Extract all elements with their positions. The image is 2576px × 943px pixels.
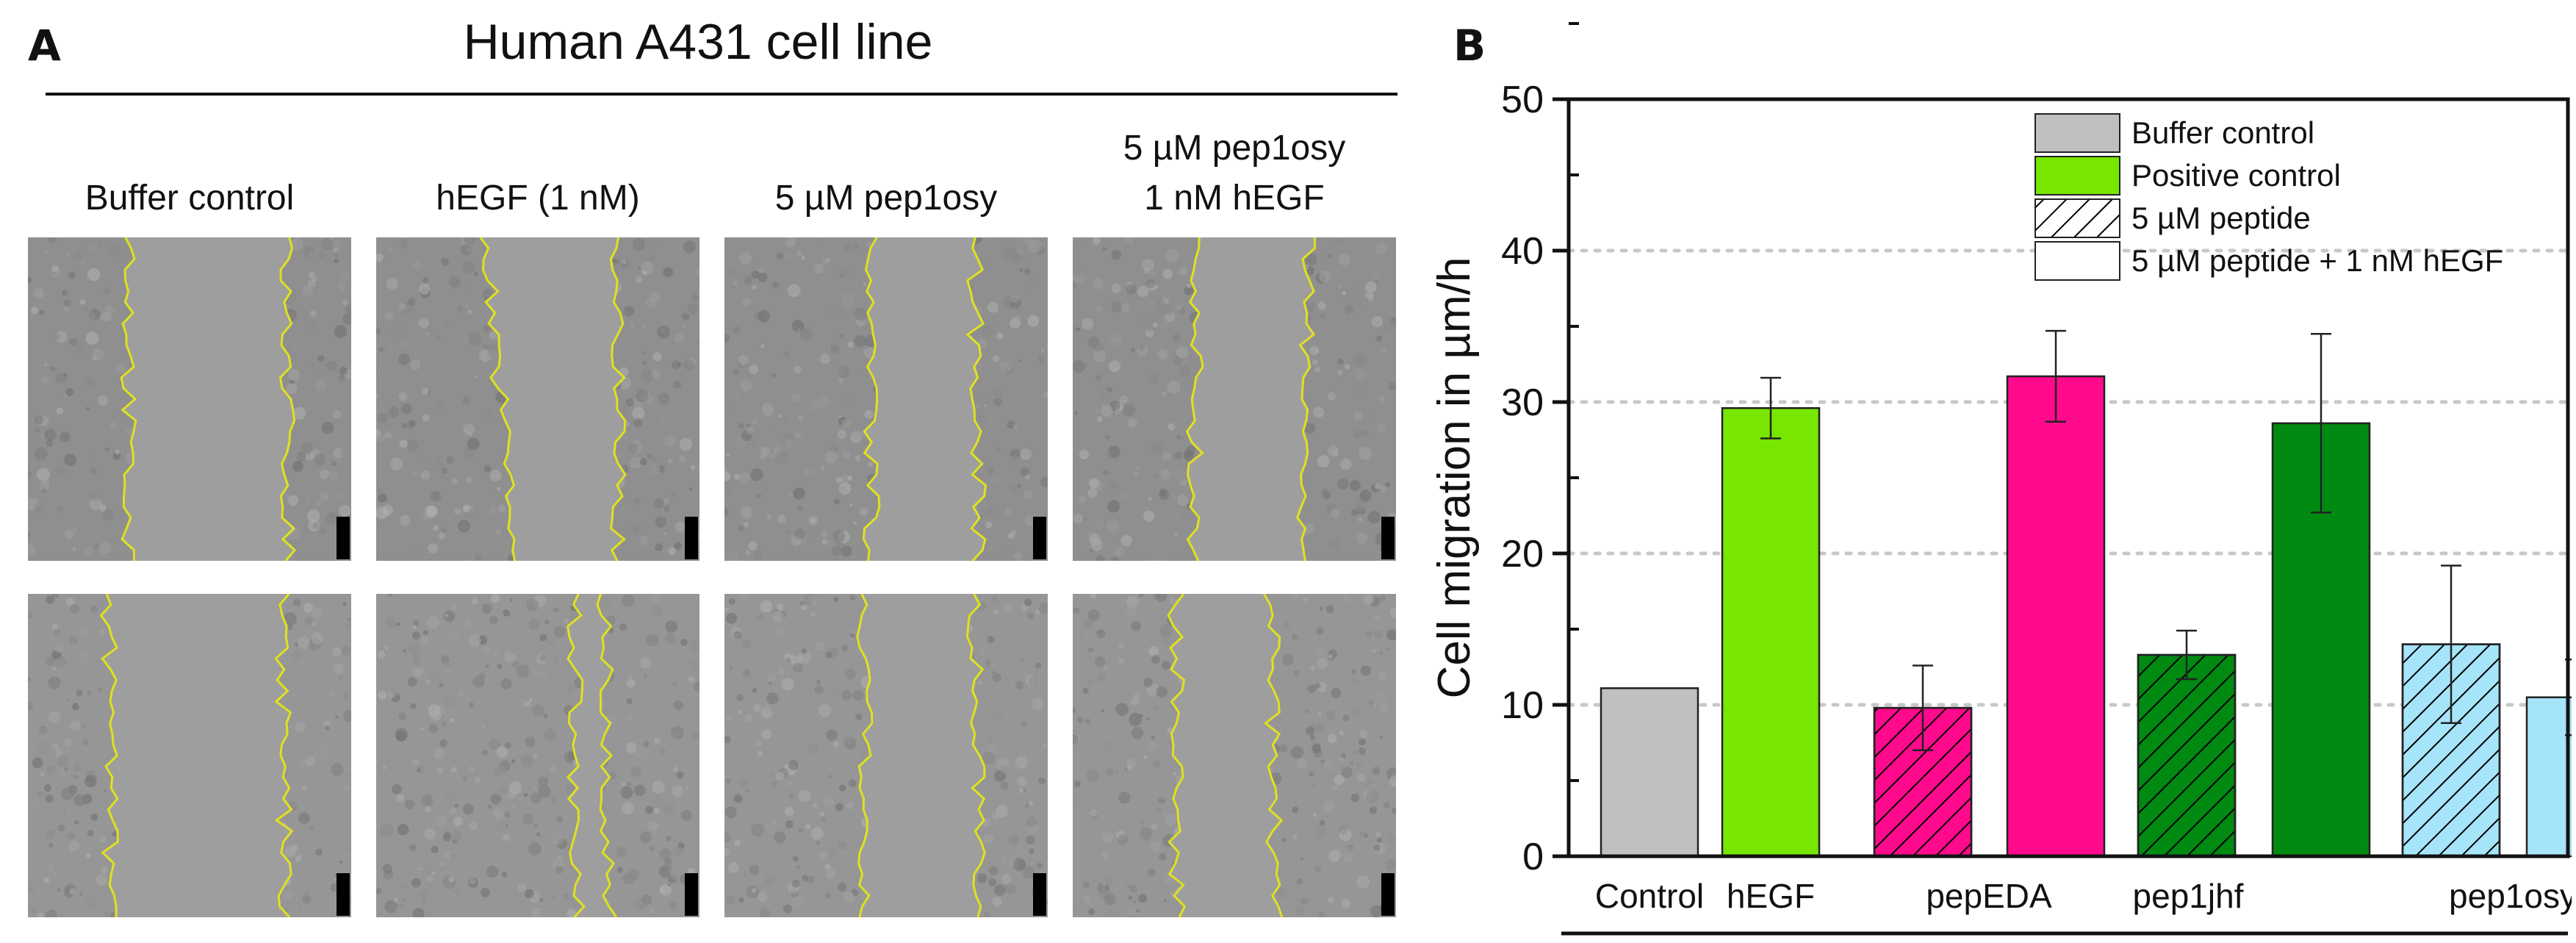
column-label-4-line1: 5 µM pep1osy: [1123, 129, 1346, 168]
legend-swatch-hatch-2: [2034, 198, 2120, 238]
micrograph-buffer-control-2: [28, 594, 351, 917]
bar-pepeda-3: [2006, 375, 2106, 858]
x-group-label-pep1osy: pep1osy: [2449, 877, 2572, 915]
x-group-label-pep1jhf: pep1jhf: [2133, 877, 2244, 915]
bar-control-0: [1600, 687, 1699, 858]
y-tick-label: 10: [1501, 684, 1544, 727]
bar-hegf-1: [1721, 406, 1821, 858]
y-tick-label: 30: [1501, 381, 1544, 424]
legend-label-2: 5 µM peptide: [2131, 201, 2311, 235]
y-tick-label: 50: [1501, 79, 1544, 121]
legend-swatch-1: [2034, 156, 2120, 196]
x-group-label-control: Control: [1595, 877, 1704, 915]
x-group-label-hegf: hEGF: [1727, 877, 1815, 915]
y-tick-label: 0: [1522, 836, 1544, 878]
micrograph-pep1osy-hegf-2: [1073, 594, 1396, 917]
panel-a-letter: A: [28, 21, 61, 71]
bar-pep1osy-7: [2525, 696, 2572, 858]
micrograph-hegf-1: [376, 237, 699, 561]
legend-label-3: 5 µM peptide + 1 nM hEGF: [2131, 243, 2503, 278]
micrograph-buffer-control-1: [28, 237, 351, 561]
legend-label-0: Buffer control: [2131, 115, 2314, 150]
y-tick-label: 20: [1501, 533, 1544, 576]
micrograph-hegf-2: [376, 594, 699, 917]
bar-hatch-2: [1873, 706, 1973, 858]
panel-b-letter: B: [1453, 21, 1486, 71]
legend-swatch-3: [2034, 241, 2120, 281]
micrograph-pep1osy-hegf-1: [1073, 237, 1396, 561]
column-label-3-line2: 5 µM pep1osy: [774, 179, 998, 218]
panel-a-title: Human A431 cell line: [463, 14, 933, 70]
bar-hatch-4: [2137, 653, 2237, 858]
x-group-label-pepeda: pepEDA: [1926, 877, 2052, 915]
y-axis-label: Cell migration in µm/h: [1429, 257, 1480, 699]
column-label-4-line2: 1 nM hEGF: [1144, 179, 1325, 218]
column-label-2-line2: hEGF (1 nM): [436, 179, 640, 218]
micrograph-pep1osy-2: [724, 594, 1048, 917]
micrograph-pep1osy-1: [724, 237, 1048, 561]
panel-a-title-rule: [46, 93, 1397, 96]
legend-swatch-0: [2034, 113, 2120, 153]
column-label-1-line2: Buffer control: [84, 179, 295, 218]
y-tick-label: 40: [1501, 230, 1544, 273]
legend-label-1: Positive control: [2131, 158, 2341, 193]
migration-bar-chart: 0 10 20 30 40 50 Cell migration in µm/h Control…: [1429, 22, 2572, 936]
